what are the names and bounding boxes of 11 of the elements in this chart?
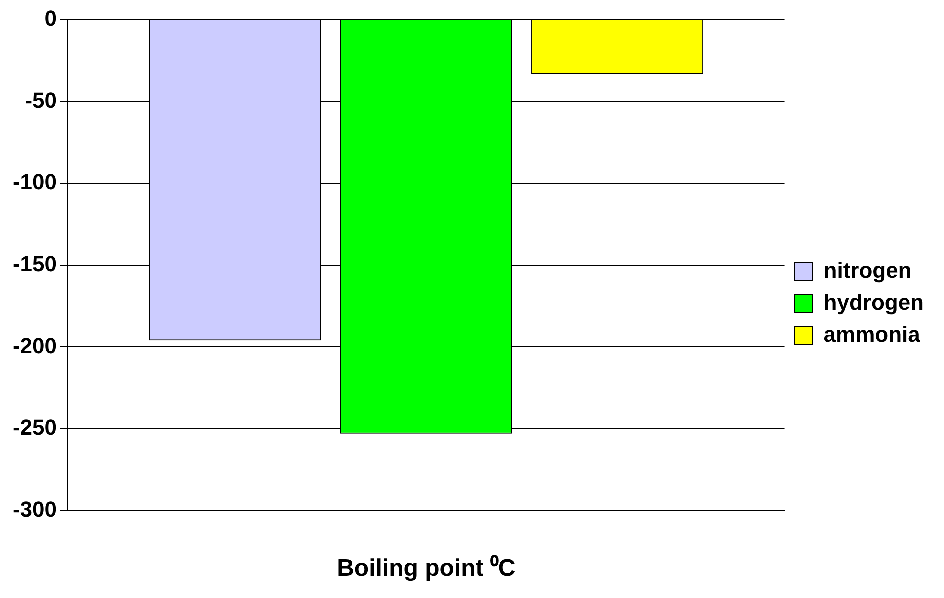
y-tick-label: 0 <box>44 6 58 32</box>
x-axis-title: Boiling point ⁰C <box>337 555 516 582</box>
legend-label: hydrogen <box>824 290 924 316</box>
legend-label: nitrogen <box>824 258 912 284</box>
y-tick-label: -300 <box>12 496 58 522</box>
y-tick-label: -200 <box>12 333 58 358</box>
y-tick-label: -50 <box>25 88 58 113</box>
y-tick-label: -150 <box>12 251 58 276</box>
y-tick-label: -250 <box>12 415 58 440</box>
legend-label: ammonia <box>824 322 922 348</box>
y-tick-label: -100 <box>12 170 58 195</box>
